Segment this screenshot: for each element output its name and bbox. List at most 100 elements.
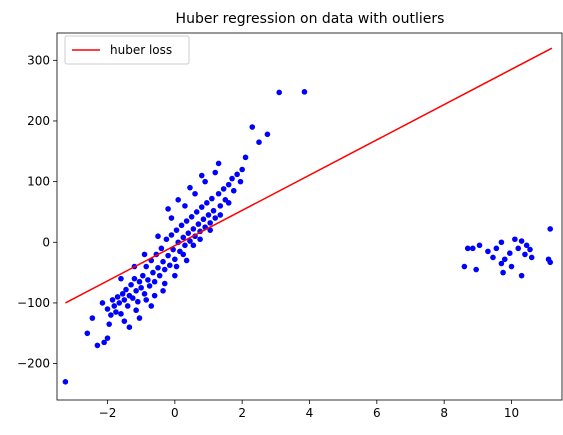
scatter-point	[207, 227, 213, 233]
scatter-point	[183, 218, 190, 224]
scatter-point	[508, 263, 515, 270]
scatter-point	[141, 251, 148, 258]
scatter-point	[242, 154, 249, 161]
scatter-point	[156, 272, 163, 279]
scatter-point	[501, 256, 508, 263]
scatter-point	[220, 186, 227, 192]
scatter-point	[104, 306, 111, 312]
scatter-point	[188, 214, 195, 220]
scatter-point	[172, 256, 178, 263]
scatter-point	[264, 131, 271, 138]
scatter-point	[126, 324, 133, 331]
scatter-point	[207, 220, 213, 226]
scatter-point	[121, 318, 128, 324]
scatter-point	[490, 254, 496, 261]
scatter-point	[210, 207, 217, 214]
scatter-point	[234, 171, 240, 178]
scatter-point	[99, 300, 106, 306]
huber-loss-line-segment	[65, 47, 553, 304]
scatter-point	[180, 234, 187, 241]
scatter-point	[136, 278, 143, 285]
y-tick-label: 300	[27, 53, 50, 67]
x-axis-ticks: −2 0 2 4 6 8 10	[99, 400, 519, 420]
scatter-point	[119, 291, 126, 297]
scatter-point	[528, 254, 535, 261]
x-tick-label: −2	[99, 406, 117, 420]
scatter-point	[155, 264, 161, 271]
scatter-point	[461, 263, 468, 270]
scatter-point	[62, 379, 69, 385]
scatter-point	[212, 215, 219, 221]
scatter-point	[133, 307, 139, 314]
y-tick-label: −100	[17, 296, 50, 310]
scatter-point	[116, 300, 123, 306]
scatter-point	[229, 175, 235, 182]
scatter-point	[178, 222, 185, 229]
scatter-point	[121, 297, 128, 303]
scatter-point	[202, 178, 208, 185]
scatter-point	[133, 288, 139, 294]
scatter-series	[62, 89, 554, 385]
scatter-point	[148, 303, 155, 309]
scatter-point	[146, 283, 153, 289]
scatter-point	[215, 190, 222, 197]
scatter-point	[187, 184, 193, 191]
scatter-point	[518, 238, 525, 244]
scatter-point	[183, 257, 190, 264]
scatter-point	[515, 245, 522, 252]
scatter-point	[101, 339, 107, 346]
scatter-point	[151, 278, 158, 285]
x-tick-label: 10	[504, 406, 519, 420]
scatter-point	[249, 124, 256, 130]
scatter-point	[114, 294, 121, 300]
scatter-point	[175, 197, 181, 203]
scatter-point	[198, 172, 205, 179]
scatter-point	[498, 239, 505, 246]
scatter-point	[204, 200, 210, 206]
scatter-point	[276, 89, 283, 96]
scatter-point	[123, 286, 129, 293]
scatter-point	[166, 262, 173, 269]
scatter-point	[217, 203, 224, 209]
axes-frame	[56, 32, 563, 401]
scatter-point	[507, 250, 513, 256]
scatter-point	[158, 245, 165, 252]
scatter-point	[108, 312, 114, 318]
scatter-point	[512, 236, 518, 243]
scatter-point	[192, 190, 198, 197]
scatter-point	[473, 266, 479, 273]
scatter-point	[239, 166, 245, 173]
scatter-point	[124, 303, 131, 309]
scatter-point	[172, 272, 178, 279]
scatter-point	[195, 221, 202, 227]
scatter-point	[140, 272, 146, 279]
scatter-point	[237, 178, 244, 185]
scatter-point	[464, 245, 471, 252]
legend-box	[64, 35, 190, 65]
scatter-point	[151, 292, 158, 299]
scatter-point	[104, 335, 111, 341]
huber-loss-line	[65, 47, 553, 304]
scatter-point	[89, 315, 96, 321]
scatter-point	[498, 260, 505, 267]
scatter-point	[131, 275, 138, 282]
scatter-point	[500, 269, 506, 276]
scatter-point	[129, 295, 136, 301]
scatter-point	[150, 269, 156, 276]
scatter-point	[143, 263, 150, 270]
scatter-point	[485, 248, 491, 255]
scatter-point	[523, 242, 530, 249]
scatter-point	[476, 242, 483, 249]
scatter-point	[197, 236, 203, 243]
x-tick-label: 2	[238, 406, 246, 420]
scatter-point	[170, 246, 176, 253]
scatter-point	[225, 181, 232, 188]
scatter-point	[145, 277, 151, 283]
scatter-point	[469, 245, 476, 252]
scatter-point	[136, 315, 143, 321]
scatter-point	[111, 303, 118, 309]
scatter-point	[518, 272, 525, 279]
scatter-point	[160, 258, 166, 265]
scatter-point	[180, 251, 187, 258]
scatter-point	[160, 288, 166, 294]
